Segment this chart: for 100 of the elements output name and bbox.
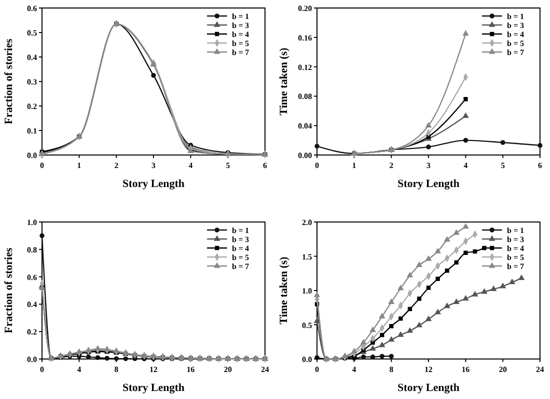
legend-label: b = 1: [507, 226, 524, 235]
x-tick-label: 0: [40, 161, 44, 170]
point: [114, 356, 119, 361]
y-tick-label: 0.08: [298, 92, 312, 102]
y-tick-label: 0.3: [27, 78, 37, 86]
y-tick-label: 0.5: [27, 28, 37, 38]
legend-label: b = 3: [507, 235, 524, 244]
point: [360, 338, 367, 344]
point: [388, 336, 395, 342]
x-tick-label: 4: [352, 365, 356, 374]
point: [425, 255, 432, 261]
y-tick-label: 1.0: [302, 286, 312, 296]
legend-label: b = 3: [507, 21, 524, 30]
x-tick-label: 6: [263, 161, 267, 170]
point: [425, 316, 432, 322]
point: [518, 274, 525, 280]
point: [500, 282, 506, 288]
y-tick-label: 0.1: [27, 126, 37, 136]
y-axis-title: Fraction of stories: [3, 38, 15, 124]
y-axis-title: Time taken (s): [278, 47, 290, 116]
legend-label: b = 4: [507, 244, 524, 253]
x-tick-label: 5: [226, 161, 230, 170]
y-tick-label: 2.0: [302, 218, 312, 227]
point: [380, 354, 384, 359]
point: [434, 248, 442, 254]
x-tick-label: 1: [352, 161, 356, 170]
legend-label: b = 7: [232, 48, 250, 57]
point: [123, 356, 128, 362]
y-tick-label: 0.4: [27, 300, 37, 310]
point: [370, 354, 376, 360]
point: [434, 308, 442, 314]
point: [426, 144, 431, 150]
point: [462, 112, 469, 118]
point: [453, 298, 460, 304]
x-axis-title: Story Length: [122, 178, 185, 190]
x-tick-label: 6: [538, 161, 542, 170]
y-tick-label: 0.20: [298, 4, 312, 13]
point: [86, 354, 91, 360]
point: [444, 268, 450, 273]
point: [462, 30, 469, 36]
y-tick-label: 0.2: [27, 328, 37, 337]
x-tick-label: 20: [224, 365, 232, 374]
y-tick-label: 0.6: [27, 4, 37, 13]
y-tick-label: 1.0: [27, 218, 37, 227]
x-tick-label: 4: [188, 161, 193, 170]
x-axis-title: Story Length: [397, 382, 460, 394]
legend-label: b = 3: [232, 21, 250, 30]
legend-label: b = 5: [232, 39, 250, 48]
point: [425, 122, 432, 128]
legend-label: b = 4: [232, 30, 250, 39]
point: [426, 286, 431, 290]
x-tick-label: 8: [114, 365, 118, 374]
y-axis-title: Fraction of stories: [3, 247, 15, 334]
x-tick-label: 4: [464, 161, 468, 170]
point: [481, 288, 488, 294]
y-tick-label: 0.16: [298, 33, 312, 42]
x-tick-label: 1: [77, 161, 82, 170]
x-tick-label: 8: [389, 365, 394, 374]
x-tick-label: 5: [500, 161, 505, 170]
point: [40, 233, 44, 238]
x-tick-label: 16: [462, 365, 470, 374]
point: [104, 356, 110, 361]
y-tick-label: 0.00: [298, 151, 312, 160]
y-tick-label: 0.0: [27, 151, 37, 160]
point: [462, 223, 469, 229]
point: [361, 354, 366, 360]
point: [388, 354, 394, 359]
point: [464, 97, 468, 102]
point: [151, 72, 156, 78]
point: [490, 285, 497, 291]
x-tick-label: 24: [536, 365, 544, 374]
y-axis-title: Time taken (s): [278, 256, 290, 324]
x-tick-label: 24: [261, 365, 269, 374]
point: [397, 284, 404, 290]
point: [406, 272, 414, 278]
point: [95, 355, 100, 360]
point: [378, 342, 386, 348]
x-tick-label: 0: [40, 365, 44, 374]
x-tick-label: 4: [77, 365, 82, 374]
legend-label: b = 5: [507, 39, 524, 48]
x-tick-label: 3: [152, 161, 156, 170]
x-tick-label: 2: [114, 161, 118, 170]
point: [500, 140, 506, 145]
legend-label: b = 4: [507, 30, 524, 39]
point: [444, 302, 450, 308]
legend-label: b = 1: [232, 226, 250, 235]
x-tick-label: 3: [426, 161, 430, 170]
point: [416, 261, 422, 268]
x-tick-label: 0: [315, 365, 319, 374]
legend-label: b = 5: [232, 253, 250, 262]
point: [472, 290, 478, 296]
point: [453, 229, 460, 235]
x-tick-label: 12: [150, 365, 158, 374]
legend-label: b = 4: [232, 244, 250, 253]
x-tick-label: 12: [424, 365, 432, 374]
point: [508, 278, 516, 284]
point: [538, 143, 542, 148]
y-tick-label: 0.6: [27, 272, 37, 282]
y-tick-label: 0.5: [302, 320, 312, 330]
point: [314, 292, 320, 298]
